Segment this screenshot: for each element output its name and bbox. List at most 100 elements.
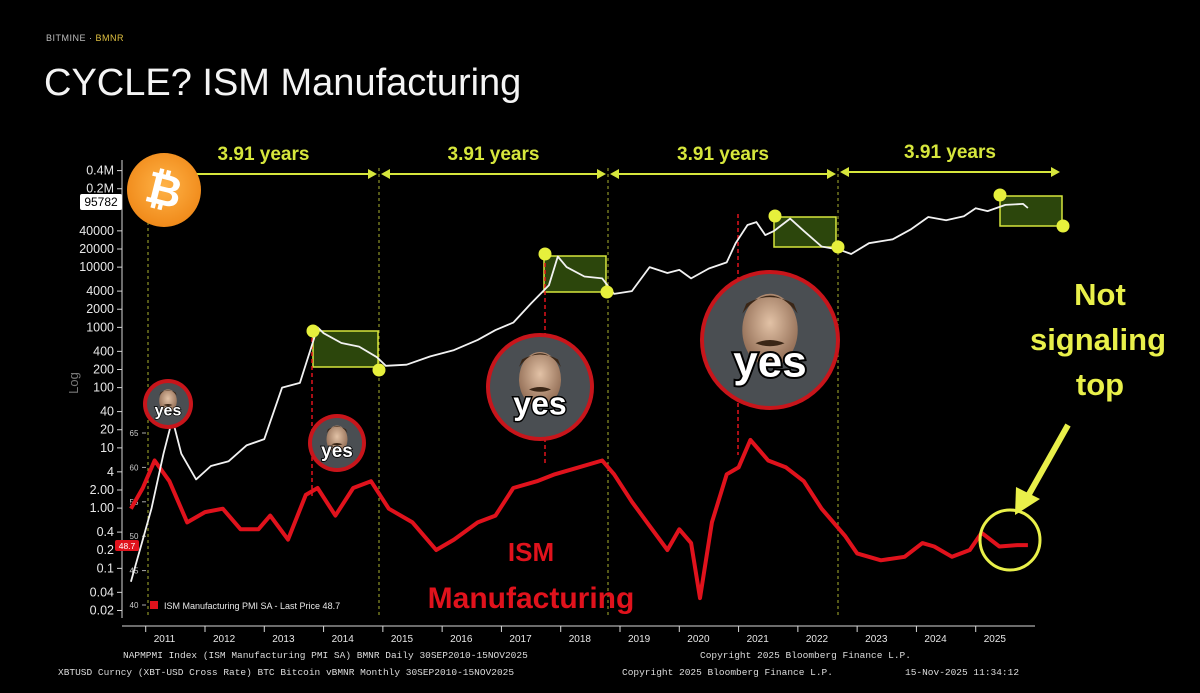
x-tick-label: 2013	[272, 634, 295, 645]
meme-yes-label: yes	[513, 386, 566, 422]
meme-hair	[519, 353, 561, 367]
ism-tick-label: 50	[130, 532, 139, 541]
x-tick-label: 2015	[391, 634, 414, 645]
not-signaling-text: Not	[1074, 277, 1126, 312]
meme-hair	[742, 295, 798, 314]
y-tick-label: 0.02	[90, 603, 114, 617]
meme-mustache	[163, 404, 173, 406]
footer-btc-source: XBTUSD Curncy (XBT-USD Cross Rate) BTC B…	[58, 667, 514, 678]
x-tick-label: 2016	[450, 634, 473, 645]
y-tick-label: 0.2	[97, 543, 114, 557]
ism-tick-label: 40	[130, 601, 139, 610]
cycle-label: 3.91 years	[904, 142, 996, 163]
pointer-arrowhead	[1015, 487, 1040, 515]
y-tick-label: 0.2M	[86, 182, 114, 196]
y-tick-label: 0.04	[90, 585, 114, 599]
y-tick-label: 20	[100, 423, 114, 437]
y-tick-label: 1000	[86, 320, 114, 334]
cycle-marker-dot	[993, 188, 1007, 202]
brand-name: BITMINE	[46, 33, 87, 43]
cycle-arrowhead-left	[381, 169, 390, 179]
x-tick-label: 2012	[213, 634, 236, 645]
y-tick-label: 40	[100, 405, 114, 419]
meme-hair	[326, 426, 348, 433]
bitcoin-icon	[127, 153, 201, 227]
x-tick-label: 2018	[569, 634, 592, 645]
x-tick-label: 2017	[509, 634, 532, 645]
meme-mustache	[331, 443, 343, 446]
meme-face	[159, 389, 177, 413]
cycle-marker-dot	[831, 240, 845, 254]
x-tick-label: 2020	[687, 634, 710, 645]
x-tick-label: 2019	[628, 634, 651, 645]
x-tick-label: 2023	[865, 634, 888, 645]
y-tick-label: 10	[100, 441, 114, 455]
cycle-arrowhead-left	[610, 169, 619, 179]
y-tick-label: 1.00	[90, 501, 114, 515]
meme-yes-label: yes	[155, 403, 182, 420]
ism-badge: 48.7	[119, 541, 136, 551]
y-tick-label: 10000	[79, 260, 114, 274]
meme-mustache	[529, 387, 551, 392]
x-tick-label: 2022	[806, 634, 829, 645]
y-tick-label: 100	[93, 381, 114, 395]
ism-manufacturing-line	[129, 437, 1028, 601]
x-tick-label: 2025	[984, 634, 1007, 645]
y-tick-label: 2000	[86, 302, 114, 316]
ism-badge-bg	[115, 540, 139, 551]
drawdown-box	[999, 195, 1063, 227]
footer-ism-source: NAPMPMI Index (ISM Manufacturing PMI SA)…	[123, 650, 528, 661]
legend-label: ISM Manufacturing PMI SA - Last Price 48…	[164, 601, 340, 611]
y-tick-label: 0.1	[97, 561, 114, 575]
y-tick-label: 4	[107, 465, 114, 479]
x-tick-label: 2021	[747, 634, 770, 645]
pointer-arrow	[1025, 423, 1071, 498]
y-axis-label: Log	[66, 372, 81, 394]
meme-mustache	[755, 340, 785, 347]
cycle-arrowhead-right	[827, 169, 836, 179]
brand-ticker: BMNR	[95, 33, 125, 43]
x-tick-label: 2024	[924, 634, 947, 645]
cycle-marker-dot	[306, 324, 320, 338]
y-tick-label: 0.4M	[86, 164, 114, 178]
footer-copyright-1: Copyright 2025 Bloomberg Finance L.P.	[700, 650, 911, 661]
legend-swatch	[150, 601, 158, 609]
cycle-arrowhead-right	[368, 169, 377, 179]
cycle-label: 3.91 years	[448, 144, 540, 165]
footer-copyright-2: Copyright 2025 Bloomberg Finance L.P.	[622, 667, 833, 678]
y-tick-label: 20000	[79, 242, 114, 256]
cycle-marker-dot	[372, 363, 386, 377]
ism-tick-label: 65	[130, 429, 139, 438]
brand-logo: BITMINE · BMNR	[46, 33, 125, 43]
meme-yes-label: yes	[733, 337, 806, 386]
highlight-circle	[978, 508, 1042, 572]
drawdown-box	[312, 330, 379, 368]
x-tick-label: 2014	[332, 634, 355, 645]
not-signaling-text: top	[1076, 367, 1124, 402]
cycle-arrowhead-right	[597, 169, 606, 179]
meme-face	[519, 352, 561, 407]
meme-face	[326, 425, 348, 453]
meme-face	[742, 293, 798, 367]
cycle-arrowhead-left	[840, 167, 849, 177]
footer-timestamp: 15-Nov-2025 11:34:12	[905, 667, 1019, 678]
ism-overlay-line2: Manufacturing	[428, 582, 635, 615]
ism-overlay-line1: ISM	[508, 537, 554, 567]
y-tick-label: 0.4	[97, 525, 114, 539]
cycle-marker-dot	[538, 247, 552, 261]
ism-tick-label: 60	[130, 463, 139, 472]
not-signaling-text: signaling	[1030, 322, 1166, 357]
price-badge: 95782	[84, 195, 118, 209]
cycle-marker-dot	[600, 285, 614, 299]
cycle-label: 3.91 years	[218, 144, 310, 165]
y-tick-label: 400	[93, 344, 114, 358]
y-tick-label: 2.00	[90, 483, 114, 497]
y-tick-label: 200	[93, 362, 114, 376]
y-tick-label: 40000	[79, 224, 114, 238]
page-title: CYCLE? ISM Manufacturing	[44, 62, 522, 104]
bitcoin-price-line	[130, 203, 1029, 582]
cycle-label: 3.91 years	[677, 144, 769, 165]
price-badge-bg	[80, 194, 122, 210]
meme-yes-label: yes	[321, 441, 353, 462]
